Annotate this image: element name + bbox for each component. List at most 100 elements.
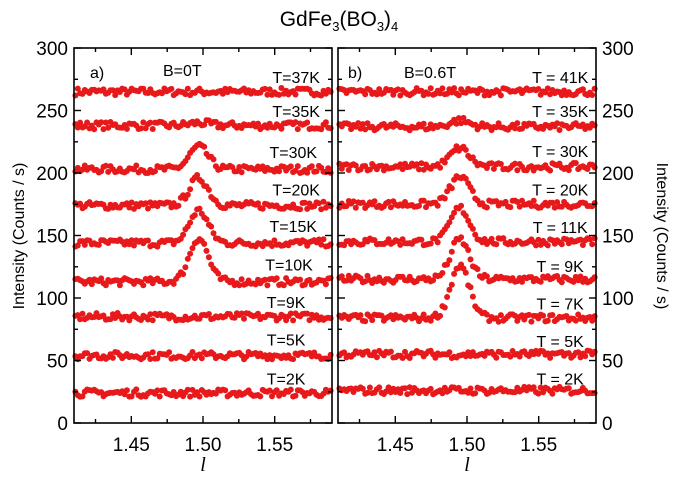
panel-a-point [323, 281, 329, 287]
panel-a-point [222, 387, 228, 393]
panel-b-series-label: T = 9K [537, 259, 585, 276]
panel-b-point [498, 92, 504, 98]
panel-b-point [484, 205, 490, 211]
panel-a-series-label: T=20K [272, 183, 320, 200]
panel-a-point [314, 168, 320, 174]
panel-a-series-label: T=10K [265, 258, 313, 275]
panel-b-point [421, 312, 427, 318]
panel-b-point [435, 203, 441, 209]
panel-a-point [208, 224, 214, 230]
panel-a-point [321, 236, 327, 242]
panel-b-point [439, 270, 445, 276]
panel-a-x-tick-label: 1.50 [185, 435, 222, 456]
panel-b-point [468, 386, 474, 392]
panel-a-point [199, 355, 205, 361]
panel-b-series-label: T = 30K [532, 144, 589, 161]
panel-b-point [353, 205, 359, 211]
panel-b-point [538, 279, 544, 285]
panel-a-point [91, 126, 97, 132]
figure-title: GdFe3(BO3)4 [280, 8, 399, 34]
panel-b-point [428, 85, 434, 91]
panel-a-field: B=0T [163, 63, 202, 80]
panel-b-point [545, 242, 551, 248]
panel-a: 0501001502002503001.45 1.50 1.55 a) B=0T T… [11, 39, 334, 476]
panel-b-point [451, 85, 457, 91]
panel-a-point [150, 317, 156, 323]
panel-b-tag: b) [348, 65, 362, 82]
panel-b-point [559, 279, 565, 285]
panel-a-point [124, 387, 130, 393]
panel-b-point [437, 313, 443, 319]
panel-a-point [175, 203, 181, 209]
panel-a-point [206, 311, 212, 317]
panel-a-point [201, 241, 207, 247]
panel-b-point [376, 384, 382, 390]
panel-b-point [545, 318, 551, 324]
panel-b-point [362, 91, 368, 97]
panel-b-point [470, 226, 476, 232]
panel-b-y-label: Intensity (Counts / s) [653, 163, 670, 310]
panel-a-point [278, 126, 284, 132]
panel-a-point [257, 393, 263, 399]
panel-b-point [463, 270, 469, 276]
panel-a-point [211, 156, 217, 162]
panel-b-point [540, 313, 546, 319]
panel-a-point [80, 311, 86, 317]
panel-b-point [428, 241, 434, 247]
panel-a-series-label: T=15K [270, 219, 318, 236]
panel-b-point [451, 271, 457, 277]
panel-b-y-tick-label: 150 [602, 227, 634, 248]
panel-a-series-label: T=2K [267, 371, 306, 388]
panel-b-point [547, 168, 553, 174]
panel-b-point [362, 318, 368, 324]
panel-a-point [185, 192, 191, 198]
panel-a-point [309, 163, 315, 169]
panel-a-point [293, 393, 299, 399]
panel-b-point [439, 85, 445, 91]
panel-b-point [549, 391, 555, 397]
panel-b-point [369, 317, 375, 323]
panel-b-point [573, 160, 579, 166]
panel-b-series-label: T = 11K [533, 220, 588, 237]
panel-a-y-tick-label: 300 [36, 39, 68, 60]
panel-a-point [241, 316, 247, 322]
panel-a-point [182, 264, 188, 270]
panel-b-point [493, 355, 499, 361]
panel-b-y-tick-label: 0 [602, 414, 613, 435]
panel-a-point [297, 206, 303, 212]
panel-a-x-tick-label: 1.45 [113, 435, 150, 456]
panel-a-point [185, 86, 191, 92]
panel-a-x-tick-label: 1.55 [256, 435, 293, 456]
panel-b-point [557, 127, 563, 133]
panel-a-point [187, 251, 193, 257]
panel-a-point [197, 206, 203, 212]
panel-a-y-label: Intensity (Counts / s) [11, 163, 28, 310]
panel-a-point [166, 349, 172, 355]
panel-a-point [293, 92, 299, 98]
panel-b: 0501001502002503001.45 1.50 1.55 b) B=0.6T… [336, 39, 670, 476]
panel-a-point [290, 356, 296, 362]
panel-a-point [124, 126, 130, 132]
panel-a-point [152, 168, 158, 174]
panel-a-point [197, 394, 203, 400]
panel-b-point [442, 305, 448, 311]
panel-b-point [458, 234, 464, 240]
panel-b-x-tick-label: 1.45 [377, 435, 414, 456]
panel-b-point [493, 241, 499, 247]
panel-a-point [150, 349, 156, 355]
panel-b-series-label: T = 5K [537, 334, 585, 351]
panel-a-series-labels: T=37KT=35KT=30KT=20KT=15KT=10KT=9KT=5KT=… [265, 70, 320, 388]
panel-b-point [435, 239, 441, 245]
panel-a-series-label: T=9K [267, 295, 306, 312]
panel-a-point [133, 163, 139, 169]
panel-a-point [187, 186, 193, 192]
panel-b-y-tick-label: 250 [602, 102, 634, 123]
panel-b-point [446, 257, 452, 263]
panel-a-y-tick-label: 250 [36, 102, 68, 123]
panel-a-point [201, 144, 207, 150]
panel-a-point [288, 163, 294, 169]
panel-a-point [295, 126, 301, 132]
panel-a-point [185, 256, 191, 262]
panel-a-x-label: l [200, 454, 206, 476]
panel-a-point [204, 216, 210, 222]
